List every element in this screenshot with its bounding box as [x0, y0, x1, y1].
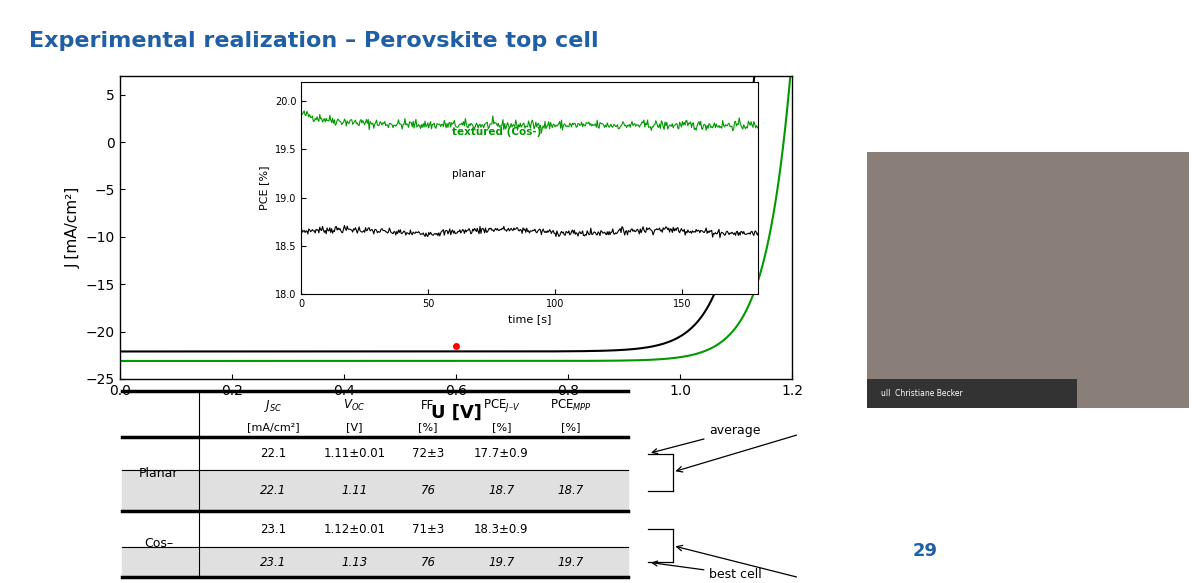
- Text: ull  Christiane Becker: ull Christiane Becker: [881, 389, 962, 398]
- Text: 23.1: 23.1: [260, 522, 286, 536]
- Text: 22.1: 22.1: [259, 447, 286, 460]
- Text: PCE$_{J–V}$: PCE$_{J–V}$: [482, 398, 520, 415]
- FancyBboxPatch shape: [868, 152, 1189, 408]
- Text: [%]: [%]: [418, 422, 438, 432]
- Text: 23.1: 23.1: [259, 556, 286, 569]
- Text: 1.11: 1.11: [341, 484, 367, 497]
- Text: 19.7: 19.7: [488, 556, 515, 569]
- Text: 17.7±0.9: 17.7±0.9: [474, 447, 529, 460]
- Text: 76: 76: [420, 556, 436, 569]
- Text: 76: 76: [420, 484, 436, 497]
- Text: 18.7: 18.7: [558, 484, 584, 497]
- Text: FF: FF: [421, 399, 434, 412]
- Text: $J_{SC}$: $J_{SC}$: [264, 398, 282, 414]
- Text: average: average: [653, 424, 761, 454]
- Text: [%]: [%]: [492, 422, 511, 432]
- Text: 1.11±0.01: 1.11±0.01: [324, 447, 385, 460]
- Text: 1.12±0.01: 1.12±0.01: [324, 522, 385, 536]
- Text: Cos–: Cos–: [144, 538, 173, 550]
- Text: [mA/cm²]: [mA/cm²]: [246, 422, 299, 432]
- FancyBboxPatch shape: [868, 379, 1078, 408]
- Text: Experimental realization – Perovskite top cell: Experimental realization – Perovskite to…: [29, 31, 599, 51]
- Text: [%]: [%]: [560, 422, 581, 432]
- Text: 19.7: 19.7: [558, 556, 584, 569]
- Text: $V_{OC}$: $V_{OC}$: [343, 398, 366, 413]
- Y-axis label: J [mA/cm²]: J [mA/cm²]: [65, 187, 80, 268]
- Text: 72±3: 72±3: [412, 447, 444, 460]
- Text: 29: 29: [913, 542, 937, 560]
- Text: 71±3: 71±3: [412, 522, 444, 536]
- Text: 18.7: 18.7: [488, 484, 515, 497]
- Text: PCE$_{MPP}$: PCE$_{MPP}$: [550, 398, 592, 413]
- Text: [V]: [V]: [347, 422, 362, 432]
- Text: 18.3±0.9: 18.3±0.9: [474, 522, 529, 536]
- Text: 22.1: 22.1: [259, 484, 286, 497]
- Text: best cell: best cell: [653, 561, 762, 581]
- Text: Planar: Planar: [139, 467, 179, 480]
- X-axis label: U [V]: U [V]: [431, 403, 481, 422]
- Text: 1.13: 1.13: [341, 556, 367, 569]
